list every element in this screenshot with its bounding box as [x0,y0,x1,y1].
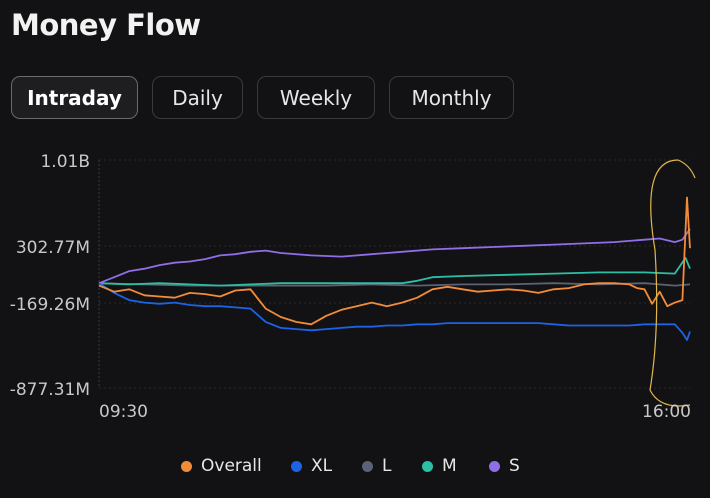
chart-legend: Overall XL L M S [0,456,710,480]
legend-label: Overall [201,456,262,476]
legend-item-m[interactable]: M [422,456,457,476]
legend-label: S [509,456,520,476]
legend-dot-icon [291,460,302,472]
legend-item-s[interactable]: S [489,456,520,476]
tab-monthly[interactable]: Monthly [389,76,514,119]
series-line-s [98,228,691,285]
x-tick-label: 09:30 [99,402,148,422]
legend-item-overall[interactable]: Overall [181,456,262,476]
annotation-circle [649,159,691,407]
legend-dot-icon [422,460,433,472]
y-tick-label: 1.01B [40,152,90,172]
y-tick-label: -877.31M [9,380,90,400]
tab-daily[interactable]: Daily [152,76,243,119]
legend-label: L [382,456,392,476]
y-tick-label: 302.77M [15,238,90,258]
series-line-overall [98,196,691,326]
money-flow-chart [98,159,696,407]
x-tick-label: 16:00 [642,402,691,422]
series-line-m [98,256,691,287]
legend-item-xl[interactable]: XL [291,456,332,476]
tab-intraday[interactable]: Intraday [11,76,138,119]
annotation-circle-tail [677,159,696,179]
legend-dot-icon [181,460,192,472]
page-title: Money Flow [11,8,201,42]
series-line-xl [98,282,691,341]
legend-dot-icon [362,460,373,472]
legend-item-l[interactable]: L [362,456,391,476]
legend-label: M [442,456,457,476]
y-tick-label: -169.26M [9,295,90,315]
tab-weekly[interactable]: Weekly [257,76,375,119]
legend-dot-icon [489,460,500,472]
legend-label: XL [311,456,333,476]
